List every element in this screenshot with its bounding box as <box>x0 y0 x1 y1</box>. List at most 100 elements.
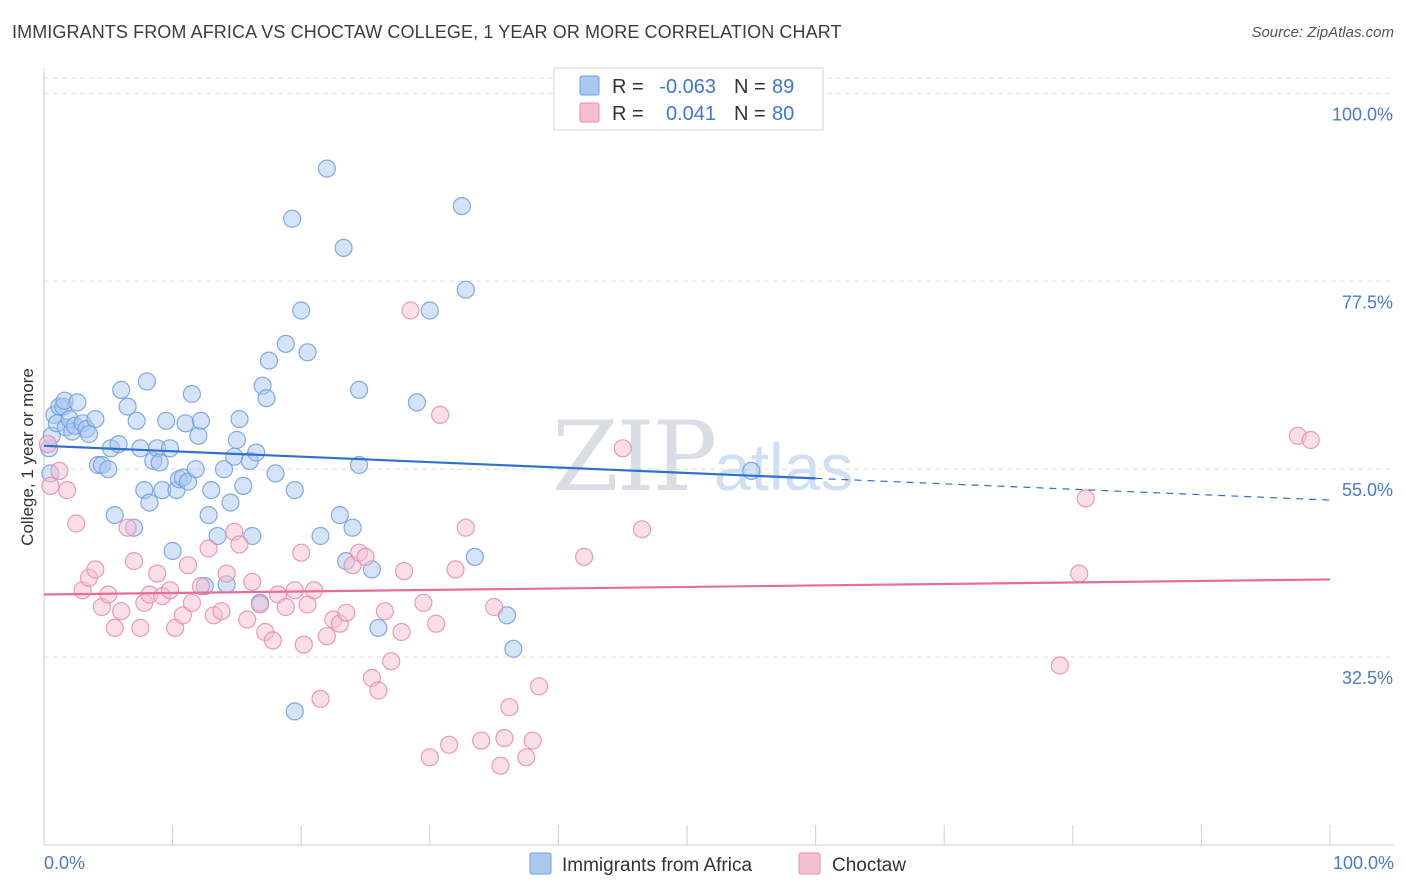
data-point-africa <box>350 455 369 475</box>
legend-r-value-blue: -0.063 <box>659 76 716 98</box>
data-point-choctaw <box>67 514 86 533</box>
y-tick-labels: 32.5% 55.0% 77.5% 100.0% <box>1332 104 1393 688</box>
data-point-choctaw <box>191 576 210 596</box>
data-point-africa <box>257 389 276 408</box>
data-point-choctaw <box>238 610 257 629</box>
y-tick-label: 77.5% <box>1342 292 1393 312</box>
data-point-africa <box>221 493 240 512</box>
watermark-atlas: atlas <box>714 430 853 504</box>
data-point-choctaw <box>500 698 519 717</box>
y-tick-label: 100.0% <box>1332 104 1393 124</box>
data-point-choctaw <box>1076 489 1095 508</box>
data-point-africa <box>497 606 517 625</box>
data-point-choctaw <box>632 520 652 539</box>
data-point-africa <box>369 618 388 638</box>
data-point-choctaw <box>317 627 336 646</box>
data-point-choctaw <box>337 603 356 622</box>
correlation-legend: R = -0.063 N = 89 R = 0.041 N = 80 <box>553 67 824 131</box>
trend-line-africa <box>43 444 816 480</box>
data-point-choctaw <box>57 481 77 500</box>
trend-line-choctaw <box>43 578 1331 596</box>
data-point-choctaw <box>574 547 594 567</box>
data-point-choctaw <box>523 731 542 750</box>
data-point-africa <box>334 238 353 257</box>
data-point-choctaw <box>160 581 180 600</box>
data-point-africa <box>191 411 210 430</box>
data-point-africa <box>86 410 105 429</box>
data-point-africa <box>343 518 362 537</box>
data-point-africa <box>456 280 475 299</box>
data-point-choctaw <box>118 518 137 537</box>
data-point-africa <box>186 460 205 479</box>
data-point-choctaw <box>112 602 131 621</box>
data-point-africa <box>202 481 221 500</box>
data-point-choctaw <box>392 622 411 642</box>
data-point-choctaw <box>456 518 475 537</box>
data-point-africa <box>208 526 227 546</box>
data-point-africa <box>465 547 484 567</box>
data-point-choctaw <box>105 618 124 638</box>
data-point-africa <box>127 411 146 430</box>
data-point-africa <box>160 439 180 458</box>
bottom-legend-swatch-blue <box>529 852 552 875</box>
data-point-africa <box>225 447 244 466</box>
legend-n-value-blue: 89 <box>772 76 794 98</box>
legend-swatch-blue <box>579 75 600 96</box>
chart-title: IMMIGRANTS FROM AFRICA VS CHOCTAW COLLEG… <box>12 22 842 42</box>
x-tick-label-max: 100.0% <box>1333 853 1394 873</box>
data-point-choctaw <box>395 561 414 581</box>
data-point-africa <box>112 380 131 399</box>
data-point-choctaw <box>131 618 150 638</box>
data-point-choctaw <box>375 602 394 621</box>
data-point-africa <box>276 334 295 353</box>
data-point-choctaw <box>420 748 439 767</box>
data-point-choctaw <box>440 735 459 754</box>
data-point-choctaw <box>50 461 69 480</box>
data-point-choctaw <box>369 681 388 700</box>
gridlines <box>44 77 1394 658</box>
data-point-africa <box>311 526 330 546</box>
data-point-choctaw <box>182 593 201 612</box>
y-tick-label: 55.0% <box>1342 480 1393 500</box>
data-point-africa <box>285 481 304 500</box>
scatter-points <box>38 159 1320 775</box>
data-point-africa <box>420 301 439 320</box>
data-point-africa <box>150 453 169 472</box>
y-axis-label: College, 1 year or more <box>18 368 37 546</box>
watermark-zip: ZIP <box>552 401 715 513</box>
data-point-africa <box>131 439 150 458</box>
data-point-choctaw <box>173 606 192 625</box>
data-point-choctaw <box>491 756 510 775</box>
data-point-africa <box>140 493 159 512</box>
data-point-choctaw <box>382 652 401 671</box>
legend-r-value-pink: 0.041 <box>666 103 716 125</box>
data-point-choctaw <box>86 560 105 579</box>
data-point-choctaw <box>148 564 167 583</box>
x-tick-label-min: 0.0% <box>44 853 85 873</box>
data-point-choctaw <box>250 595 270 614</box>
data-point-africa <box>137 372 156 391</box>
data-point-africa <box>79 425 99 444</box>
data-point-choctaw <box>217 564 236 583</box>
legend-r-label-blue: R = <box>612 76 644 98</box>
data-point-choctaw <box>1301 430 1320 450</box>
data-point-africa <box>118 397 137 416</box>
data-point-choctaw <box>294 635 313 654</box>
data-point-choctaw <box>472 731 491 750</box>
legend-n-value-pink: 80 <box>772 103 794 125</box>
data-point-choctaw <box>356 547 375 567</box>
data-point-africa <box>504 639 523 658</box>
data-point-africa <box>227 430 246 450</box>
data-point-africa <box>298 343 317 362</box>
data-point-africa <box>234 476 253 495</box>
series-legend: Immigrants from Africa Choctaw <box>529 852 906 876</box>
bottom-legend-swatch-pink <box>798 852 821 875</box>
data-point-africa <box>350 380 369 399</box>
data-point-africa <box>99 460 118 479</box>
data-point-africa <box>163 541 182 561</box>
data-point-choctaw <box>263 631 282 650</box>
data-point-africa <box>105 505 124 525</box>
data-point-africa <box>292 301 311 320</box>
x-axis-ticks <box>43 825 1331 845</box>
